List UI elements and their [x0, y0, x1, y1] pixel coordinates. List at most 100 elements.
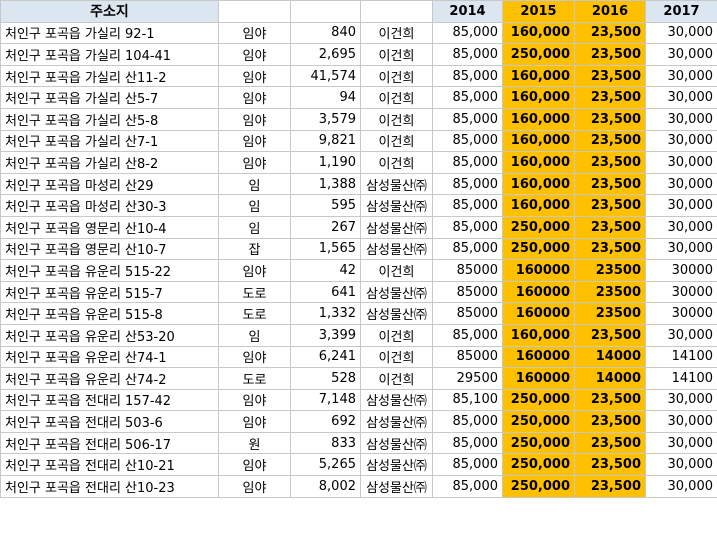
- price-2015-cell[interactable]: 160,000: [502, 86, 575, 109]
- land-type-cell[interactable]: 임: [218, 194, 291, 217]
- price-2016-cell[interactable]: 23500: [574, 280, 646, 304]
- owner-cell[interactable]: 삼성물산㈜: [360, 302, 433, 325]
- price-2017-cell[interactable]: 30,000: [645, 323, 717, 347]
- address-cell[interactable]: 처인구 포곡읍 유운리 515-8: [0, 302, 219, 325]
- land-type-cell[interactable]: 임야: [218, 345, 291, 369]
- address-cell[interactable]: 처인구 포곡읍 마성리 산29: [0, 172, 219, 196]
- price-2016-cell[interactable]: 23,500: [574, 410, 646, 433]
- address-cell[interactable]: 처인구 포곡읍 가실리 104-41: [0, 43, 219, 66]
- price-2016-cell[interactable]: 23,500: [574, 215, 646, 239]
- area-cell[interactable]: 6,241: [290, 345, 361, 369]
- address-cell[interactable]: 처인구 포곡읍 유운리 산74-2: [0, 367, 219, 390]
- address-cell[interactable]: 처인구 포곡읍 유운리 산74-1: [0, 345, 219, 369]
- price-2017-cell[interactable]: 14100: [645, 367, 717, 390]
- price-2014-cell[interactable]: 85000: [432, 345, 503, 369]
- price-2014-cell[interactable]: 85,000: [432, 21, 503, 45]
- land-type-cell[interactable]: 임야: [218, 410, 291, 433]
- price-2016-cell[interactable]: 23,500: [574, 43, 646, 66]
- land-type-cell[interactable]: 임야: [218, 259, 291, 282]
- land-type-cell[interactable]: 임야: [218, 86, 291, 109]
- price-2015-cell[interactable]: 160,000: [502, 172, 575, 196]
- price-2014-cell[interactable]: 85,000: [432, 215, 503, 239]
- price-2015-cell[interactable]: 160000: [502, 367, 575, 390]
- owner-cell[interactable]: 삼성물산㈜: [360, 172, 433, 196]
- area-cell[interactable]: 42: [290, 259, 361, 282]
- owner-cell[interactable]: 삼성물산㈜: [360, 194, 433, 217]
- price-2016-cell[interactable]: 14000: [574, 367, 646, 390]
- price-2017-cell[interactable]: 30,000: [645, 107, 717, 131]
- price-2017-cell[interactable]: 30000: [645, 302, 717, 325]
- year-header-2015[interactable]: 2015: [502, 0, 575, 23]
- land-type-cell[interactable]: 임야: [218, 388, 291, 412]
- year-header-2017[interactable]: 2017: [645, 0, 717, 23]
- price-2015-cell[interactable]: 250,000: [502, 215, 575, 239]
- area-cell[interactable]: 3,579: [290, 107, 361, 131]
- area-cell[interactable]: 267: [290, 215, 361, 239]
- land-type-cell[interactable]: 임야: [218, 475, 291, 498]
- area-cell[interactable]: 2,695: [290, 43, 361, 66]
- price-2017-cell[interactable]: 30,000: [645, 410, 717, 433]
- price-2015-cell[interactable]: 160,000: [502, 323, 575, 347]
- address-cell[interactable]: 처인구 포곡읍 가실리 92-1: [0, 21, 219, 45]
- owner-cell[interactable]: 삼성물산㈜: [360, 431, 433, 455]
- price-2015-cell[interactable]: 160000: [502, 302, 575, 325]
- price-2015-cell[interactable]: 250,000: [502, 43, 575, 66]
- price-2014-cell[interactable]: 85,000: [432, 107, 503, 131]
- address-cell[interactable]: 처인구 포곡읍 전대리 503-6: [0, 410, 219, 433]
- owner-cell[interactable]: 삼성물산㈜: [360, 280, 433, 304]
- land-type-cell[interactable]: 임: [218, 215, 291, 239]
- price-2017-cell[interactable]: 30000: [645, 280, 717, 304]
- price-2016-cell[interactable]: 23,500: [574, 129, 646, 153]
- land-type-cell[interactable]: 임야: [218, 107, 291, 131]
- price-2015-cell[interactable]: 250,000: [502, 475, 575, 498]
- price-2017-cell[interactable]: 30,000: [645, 237, 717, 261]
- price-2015-cell[interactable]: 250,000: [502, 410, 575, 433]
- address-cell[interactable]: 처인구 포곡읍 영문리 산10-7: [0, 237, 219, 261]
- owner-cell[interactable]: 삼성물산㈜: [360, 388, 433, 412]
- price-2017-cell[interactable]: 30000: [645, 259, 717, 282]
- land-type-cell[interactable]: 임야: [218, 21, 291, 45]
- area-cell[interactable]: 7,148: [290, 388, 361, 412]
- address-cell[interactable]: 처인구 포곡읍 가실리 산8-2: [0, 151, 219, 174]
- price-2016-cell[interactable]: 23,500: [574, 194, 646, 217]
- blank-header[interactable]: [360, 0, 433, 23]
- price-2014-cell[interactable]: 85,000: [432, 86, 503, 109]
- price-2016-cell[interactable]: 23,500: [574, 172, 646, 196]
- address-cell[interactable]: 처인구 포곡읍 마성리 산30-3: [0, 194, 219, 217]
- price-2016-cell[interactable]: 14000: [574, 345, 646, 369]
- price-2017-cell[interactable]: 30,000: [645, 129, 717, 153]
- land-type-cell[interactable]: 임야: [218, 453, 291, 477]
- address-header[interactable]: 주소지: [0, 0, 219, 23]
- address-cell[interactable]: 처인구 포곡읍 유운리 515-7: [0, 280, 219, 304]
- address-cell[interactable]: 처인구 포곡읍 전대리 157-42: [0, 388, 219, 412]
- year-header-2014[interactable]: 2014: [432, 0, 503, 23]
- price-2014-cell[interactable]: 85,000: [432, 129, 503, 153]
- owner-cell[interactable]: 이건희: [360, 367, 433, 390]
- price-2017-cell[interactable]: 30,000: [645, 86, 717, 109]
- owner-cell[interactable]: 삼성물산㈜: [360, 410, 433, 433]
- price-2014-cell[interactable]: 85,000: [432, 64, 503, 88]
- price-2016-cell[interactable]: 23500: [574, 302, 646, 325]
- price-2014-cell[interactable]: 85000: [432, 302, 503, 325]
- owner-cell[interactable]: 삼성물산㈜: [360, 215, 433, 239]
- price-2014-cell[interactable]: 85,000: [432, 431, 503, 455]
- owner-cell[interactable]: 이건희: [360, 86, 433, 109]
- price-2016-cell[interactable]: 23,500: [574, 151, 646, 174]
- area-cell[interactable]: 9,821: [290, 129, 361, 153]
- address-cell[interactable]: 처인구 포곡읍 가실리 산11-2: [0, 64, 219, 88]
- land-type-cell[interactable]: 임야: [218, 43, 291, 66]
- price-2016-cell[interactable]: 23,500: [574, 323, 646, 347]
- area-cell[interactable]: 595: [290, 194, 361, 217]
- area-cell[interactable]: 840: [290, 21, 361, 45]
- price-2017-cell[interactable]: 30,000: [645, 64, 717, 88]
- land-type-cell[interactable]: 원: [218, 431, 291, 455]
- price-2015-cell[interactable]: 160,000: [502, 129, 575, 153]
- address-cell[interactable]: 처인구 포곡읍 전대리 산10-21: [0, 453, 219, 477]
- price-2015-cell[interactable]: 160,000: [502, 107, 575, 131]
- price-2014-cell[interactable]: 29500: [432, 367, 503, 390]
- price-2014-cell[interactable]: 85000: [432, 259, 503, 282]
- price-2014-cell[interactable]: 85,000: [432, 323, 503, 347]
- owner-cell[interactable]: 이건희: [360, 129, 433, 153]
- price-2014-cell[interactable]: 85,000: [432, 151, 503, 174]
- price-2017-cell[interactable]: 30,000: [645, 43, 717, 66]
